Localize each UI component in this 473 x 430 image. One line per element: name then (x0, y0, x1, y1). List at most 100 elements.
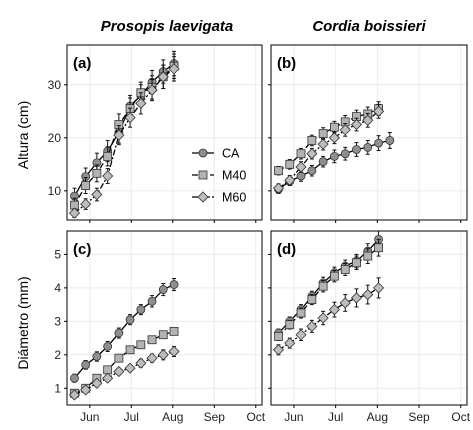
point-m40 (158, 330, 168, 340)
y-tick-label: 2 (54, 348, 61, 362)
point-m40 (125, 345, 135, 355)
panel-d: Jun Jul Aug Sep Oct (d) (268, 230, 471, 424)
point-ca (352, 145, 361, 154)
y-tick-label: 1 (54, 381, 61, 395)
point-m60 (168, 63, 180, 75)
point-ca (169, 280, 179, 289)
point-m60 (91, 377, 103, 389)
x-tick-label: Aug (367, 410, 388, 424)
point-m40 (274, 166, 283, 176)
legend: CA M40 M60 (192, 147, 246, 205)
point-m40 (329, 122, 339, 132)
y-tick-label: 20 (48, 131, 62, 145)
point-m40 (363, 251, 373, 261)
series-line-ca (74, 283, 175, 379)
point-m40 (92, 168, 102, 178)
legend-label-m60: M60 (222, 191, 246, 205)
point-m60 (339, 124, 351, 136)
point-m60 (68, 207, 81, 219)
series-line-m40 (74, 330, 175, 394)
series-line-ca (278, 139, 391, 190)
point-m60 (113, 365, 125, 378)
column-title-left: Prosopis laevigata (101, 18, 234, 35)
point-m60 (272, 182, 285, 194)
series-line-m60 (74, 68, 175, 214)
y-axis-label-bottom: Diámetro (mm) (15, 276, 31, 369)
point-m60 (272, 344, 285, 356)
point-ca (114, 328, 124, 338)
point-ca (158, 285, 168, 294)
point-m40 (285, 320, 295, 330)
point-ca (363, 142, 373, 152)
x-tick-label: Sep (204, 410, 226, 424)
point-m60 (328, 304, 340, 316)
point-m60 (146, 352, 158, 364)
point-m40 (340, 265, 350, 274)
y-tick-label: 5 (54, 247, 61, 261)
point-m60 (68, 389, 81, 401)
point-ca (125, 315, 135, 325)
point-m60 (135, 97, 147, 109)
point-m60 (284, 337, 296, 349)
x-tick-label: Sep (408, 410, 430, 424)
panel-frame (270, 44, 468, 221)
x-tick-label: Jun (80, 410, 99, 424)
point-ca (136, 305, 146, 315)
point-m60 (350, 292, 363, 304)
x-tick-label: Aug (162, 410, 183, 424)
point-ca (374, 138, 383, 148)
point-ca (318, 157, 328, 167)
legend-label-ca: CA (222, 147, 240, 161)
point-m40 (352, 258, 361, 268)
point-m40 (136, 340, 146, 350)
point-m60 (168, 345, 180, 358)
point-m40 (103, 151, 113, 161)
series-line-m60 (74, 350, 175, 396)
panel-label: (d) (277, 241, 296, 258)
x-tick-label: Jul (124, 410, 139, 424)
point-m40 (114, 353, 124, 363)
point-m60 (124, 112, 136, 124)
x-tick-label: Jul (328, 410, 343, 424)
point-ca (329, 151, 339, 161)
point-m60 (362, 114, 374, 126)
point-m60 (295, 329, 307, 341)
point-m40 (307, 136, 317, 145)
y-axis-label-top: Altura (cm) (15, 101, 31, 169)
point-m40 (274, 332, 283, 341)
point-m60 (80, 198, 92, 210)
point-m60 (135, 357, 147, 369)
point-m60 (102, 170, 114, 182)
point-m60 (157, 349, 169, 361)
point-m40 (285, 159, 295, 169)
point-m60 (284, 174, 296, 186)
point-m40 (374, 243, 383, 253)
point-m60 (317, 138, 329, 150)
panels: 10 20 30 (a) CA M40 M60 (b) 1 2 3 4 5 Jun Jul Aug Sep Oct… (48, 44, 471, 424)
series-line-ca (73, 63, 175, 197)
point-m60 (157, 71, 169, 83)
point-m40 (307, 295, 317, 304)
panel-frame (270, 230, 468, 406)
series-line-ca (278, 238, 380, 334)
point-ca (296, 171, 306, 181)
point-m60 (80, 384, 92, 396)
point-ca (70, 373, 79, 383)
point-ca (81, 360, 91, 370)
point-ca (92, 352, 102, 361)
point-m60 (91, 188, 103, 201)
panel-c: 1 2 3 4 5 Jun Jul Aug Sep Oct (c) (54, 230, 266, 424)
series-line-m60 (278, 110, 380, 189)
point-ca (340, 149, 350, 159)
point-m60 (124, 362, 136, 374)
panel-frame (66, 230, 263, 406)
legend-marker-m40 (198, 170, 208, 180)
point-m60 (328, 132, 340, 144)
point-m40 (296, 149, 306, 159)
point-ca (307, 166, 317, 176)
panel-label: (b) (277, 55, 296, 72)
point-m40 (318, 129, 328, 138)
point-m60 (295, 161, 307, 173)
column-title-right: Cordia boissieri (312, 18, 426, 35)
